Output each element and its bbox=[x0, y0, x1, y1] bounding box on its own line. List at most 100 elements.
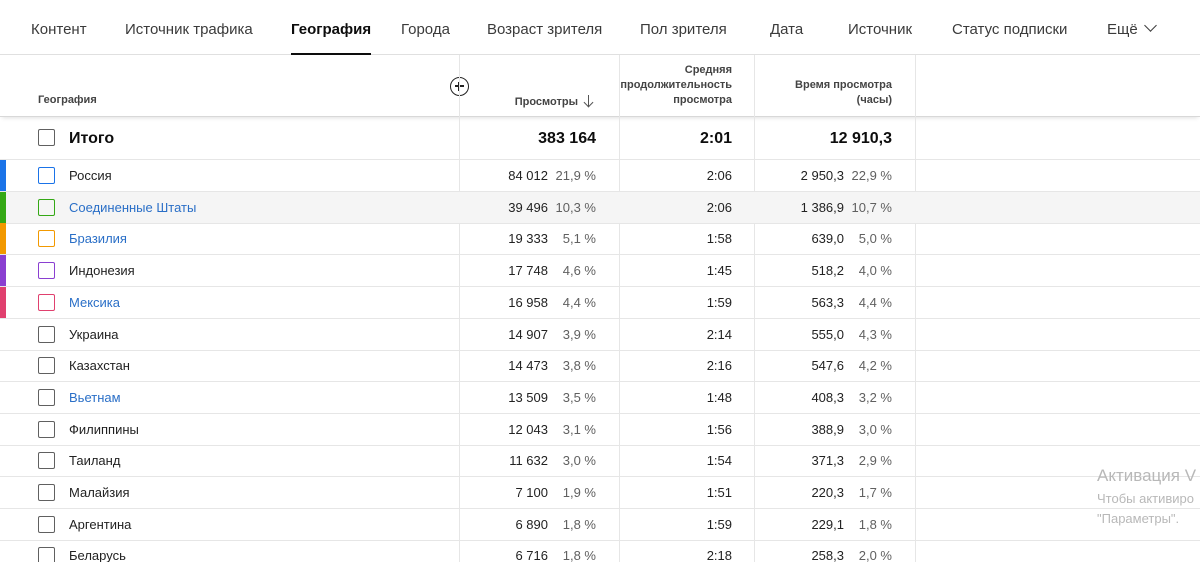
row-views-percent: 5,1 % bbox=[562, 231, 596, 246]
row-checkbox[interactable] bbox=[38, 547, 55, 562]
row-checkbox[interactable] bbox=[38, 294, 55, 311]
row-checkbox[interactable] bbox=[38, 516, 55, 533]
row-views-percent: 3,9 % bbox=[562, 327, 596, 342]
row-avg-duration: 1:54 bbox=[706, 453, 732, 468]
column-header-avg-duration[interactable]: Средняя продолжительность просмотра bbox=[620, 64, 732, 106]
row-watch-time-percent: 4,4 % bbox=[858, 295, 892, 310]
column-header-views-label: Просмотры bbox=[514, 96, 578, 108]
row-checkbox[interactable] bbox=[38, 262, 55, 279]
row-avg-duration: 1:48 bbox=[706, 390, 732, 405]
tab-viewer-age[interactable]: Возраст зрителя bbox=[487, 21, 603, 38]
row-avg-duration: 1:59 bbox=[706, 517, 732, 532]
table-row[interactable]: Украина 14 907 3,9 % 2:14 555,0 4,3 % bbox=[0, 319, 1200, 351]
total-row: Итого 383 164 2:01 12 910,3 bbox=[0, 117, 1200, 160]
tab-more-label: Ещё bbox=[1107, 21, 1138, 38]
row-avg-duration: 1:45 bbox=[706, 263, 732, 278]
row-views: 14 473 bbox=[508, 358, 548, 373]
table-row[interactable]: Казахстан 14 473 3,8 % 2:16 547,6 4,2 % bbox=[0, 350, 1200, 382]
row-country-name: Таиланд bbox=[69, 453, 121, 468]
row-watch-time-percent: 2,9 % bbox=[858, 453, 892, 468]
row-checkbox[interactable] bbox=[38, 326, 55, 343]
row-views: 17 748 bbox=[508, 263, 548, 278]
column-divider bbox=[459, 55, 460, 562]
total-avg-duration: 2:01 bbox=[699, 130, 732, 147]
row-views-percent: 3,5 % bbox=[562, 390, 596, 405]
table-row[interactable]: Аргентина 6 890 1,8 % 1:59 229,1 1,8 % bbox=[0, 509, 1200, 541]
row-views: 6 890 bbox=[515, 517, 548, 532]
row-views-percent: 4,6 % bbox=[562, 263, 596, 278]
series-color-stripe bbox=[0, 160, 6, 191]
row-views: 12 043 bbox=[508, 422, 548, 437]
table-row[interactable]: Вьетнам 13 509 3,5 % 1:48 408,3 3,2 % bbox=[0, 382, 1200, 414]
row-avg-duration: 2:14 bbox=[706, 327, 732, 342]
activation-watermark-line1: Чтобы активиро bbox=[1097, 491, 1195, 506]
tab-traffic-source[interactable]: Источник трафика bbox=[125, 21, 253, 38]
row-country-name: Россия bbox=[69, 168, 112, 183]
row-views-percent: 3,1 % bbox=[562, 422, 596, 437]
row-views: 84 012 bbox=[508, 168, 548, 183]
row-watch-time: 2 950,3 bbox=[800, 168, 844, 183]
row-country-name: Казахстан bbox=[69, 358, 130, 373]
activation-watermark-line2: "Параметры". bbox=[1097, 511, 1180, 526]
row-checkbox[interactable] bbox=[38, 421, 55, 438]
row-views-percent: 1,9 % bbox=[562, 485, 596, 500]
table-row[interactable]: Россия 84 012 21,9 % 2:06 2 950,3 22,9 % bbox=[0, 160, 1200, 192]
table-row[interactable]: Бразилия 19 333 5,1 % 1:58 639,0 5,0 % bbox=[0, 223, 1200, 255]
row-country-name[interactable]: Соединенные Штаты bbox=[69, 200, 197, 215]
total-checkbox[interactable] bbox=[38, 129, 55, 146]
row-avg-duration: 1:59 bbox=[706, 295, 732, 310]
row-checkbox[interactable] bbox=[38, 199, 55, 216]
row-watch-time-percent: 5,0 % bbox=[858, 231, 892, 246]
row-watch-time: 518,2 bbox=[811, 263, 844, 278]
table-row[interactable]: Филиппины 12 043 3,1 % 1:56 388,9 3,0 % bbox=[0, 414, 1200, 446]
row-views-percent: 10,3 % bbox=[555, 200, 596, 215]
table-row[interactable]: Индонезия 17 748 4,6 % 1:45 518,2 4,0 % bbox=[0, 255, 1200, 287]
row-views: 13 509 bbox=[508, 390, 548, 405]
row-country-name: Индонезия bbox=[69, 263, 135, 278]
row-checkbox[interactable] bbox=[38, 452, 55, 469]
tab-date[interactable]: Дата bbox=[770, 21, 804, 38]
row-watch-time-percent: 4,0 % bbox=[858, 263, 892, 278]
tab-geography[interactable]: География bbox=[291, 0, 372, 55]
table-row[interactable]: Соединенные Штаты 39 496 10,3 % 2:06 1 386,9… bbox=[0, 192, 1200, 224]
row-watch-time-percent: 3,0 % bbox=[858, 422, 892, 437]
tab-viewer-gender[interactable]: Пол зрителя bbox=[640, 21, 727, 38]
row-watch-time: 1 386,9 bbox=[800, 200, 844, 215]
column-header-views[interactable]: Просмотры bbox=[470, 93, 594, 110]
row-country-name: Беларусь bbox=[69, 548, 126, 562]
row-watch-time: 639,0 bbox=[811, 231, 844, 246]
column-header-watch-time[interactable]: Время просмотра (часы) bbox=[795, 79, 892, 106]
row-checkbox[interactable] bbox=[38, 167, 55, 184]
column-divider bbox=[619, 55, 620, 562]
row-checkbox[interactable] bbox=[38, 484, 55, 501]
row-country-name[interactable]: Бразилия bbox=[69, 231, 127, 246]
tab-content[interactable]: Контент bbox=[31, 21, 87, 38]
row-country-name[interactable]: Вьетнам bbox=[69, 390, 121, 405]
tab-source[interactable]: Источник bbox=[848, 21, 913, 38]
row-checkbox[interactable] bbox=[38, 230, 55, 247]
row-views: 7 100 bbox=[515, 485, 548, 500]
table-row[interactable]: Беларусь 6 716 1,8 % 2:18 258,3 2,0 % bbox=[0, 540, 1200, 562]
activation-watermark-title: Активация V bbox=[1097, 466, 1197, 485]
tab-cities[interactable]: Города bbox=[401, 21, 450, 38]
row-watch-time: 547,6 bbox=[811, 358, 844, 373]
row-watch-time-percent: 10,7 % bbox=[851, 200, 892, 215]
tab-subscription-status[interactable]: Статус подписки bbox=[952, 21, 1068, 38]
row-country-name[interactable]: Мексика bbox=[69, 295, 121, 310]
row-views: 19 333 bbox=[508, 231, 548, 246]
total-views: 383 164 bbox=[538, 130, 596, 147]
row-checkbox[interactable] bbox=[38, 389, 55, 406]
table-row[interactable]: Мексика 16 958 4,4 % 1:59 563,3 4,4 % bbox=[0, 287, 1200, 319]
row-country-name: Аргентина bbox=[69, 517, 132, 532]
row-checkbox[interactable] bbox=[38, 357, 55, 374]
row-views-percent: 1,8 % bbox=[562, 548, 596, 562]
report-tabs: Контент Источник трафика География Город… bbox=[0, 0, 1200, 55]
row-views: 16 958 bbox=[508, 295, 548, 310]
tab-more[interactable]: Ещё bbox=[1107, 0, 1157, 55]
column-divider bbox=[754, 55, 755, 562]
row-watch-time-percent: 1,7 % bbox=[858, 485, 892, 500]
series-color-stripe bbox=[0, 223, 6, 254]
row-country-name: Малайзия bbox=[69, 485, 130, 500]
table-row[interactable]: Малайзия 7 100 1,9 % 1:51 220,3 1,7 % bbox=[0, 477, 1200, 509]
table-row[interactable]: Таиланд 11 632 3,0 % 1:54 371,3 2,9 % bbox=[0, 445, 1200, 477]
